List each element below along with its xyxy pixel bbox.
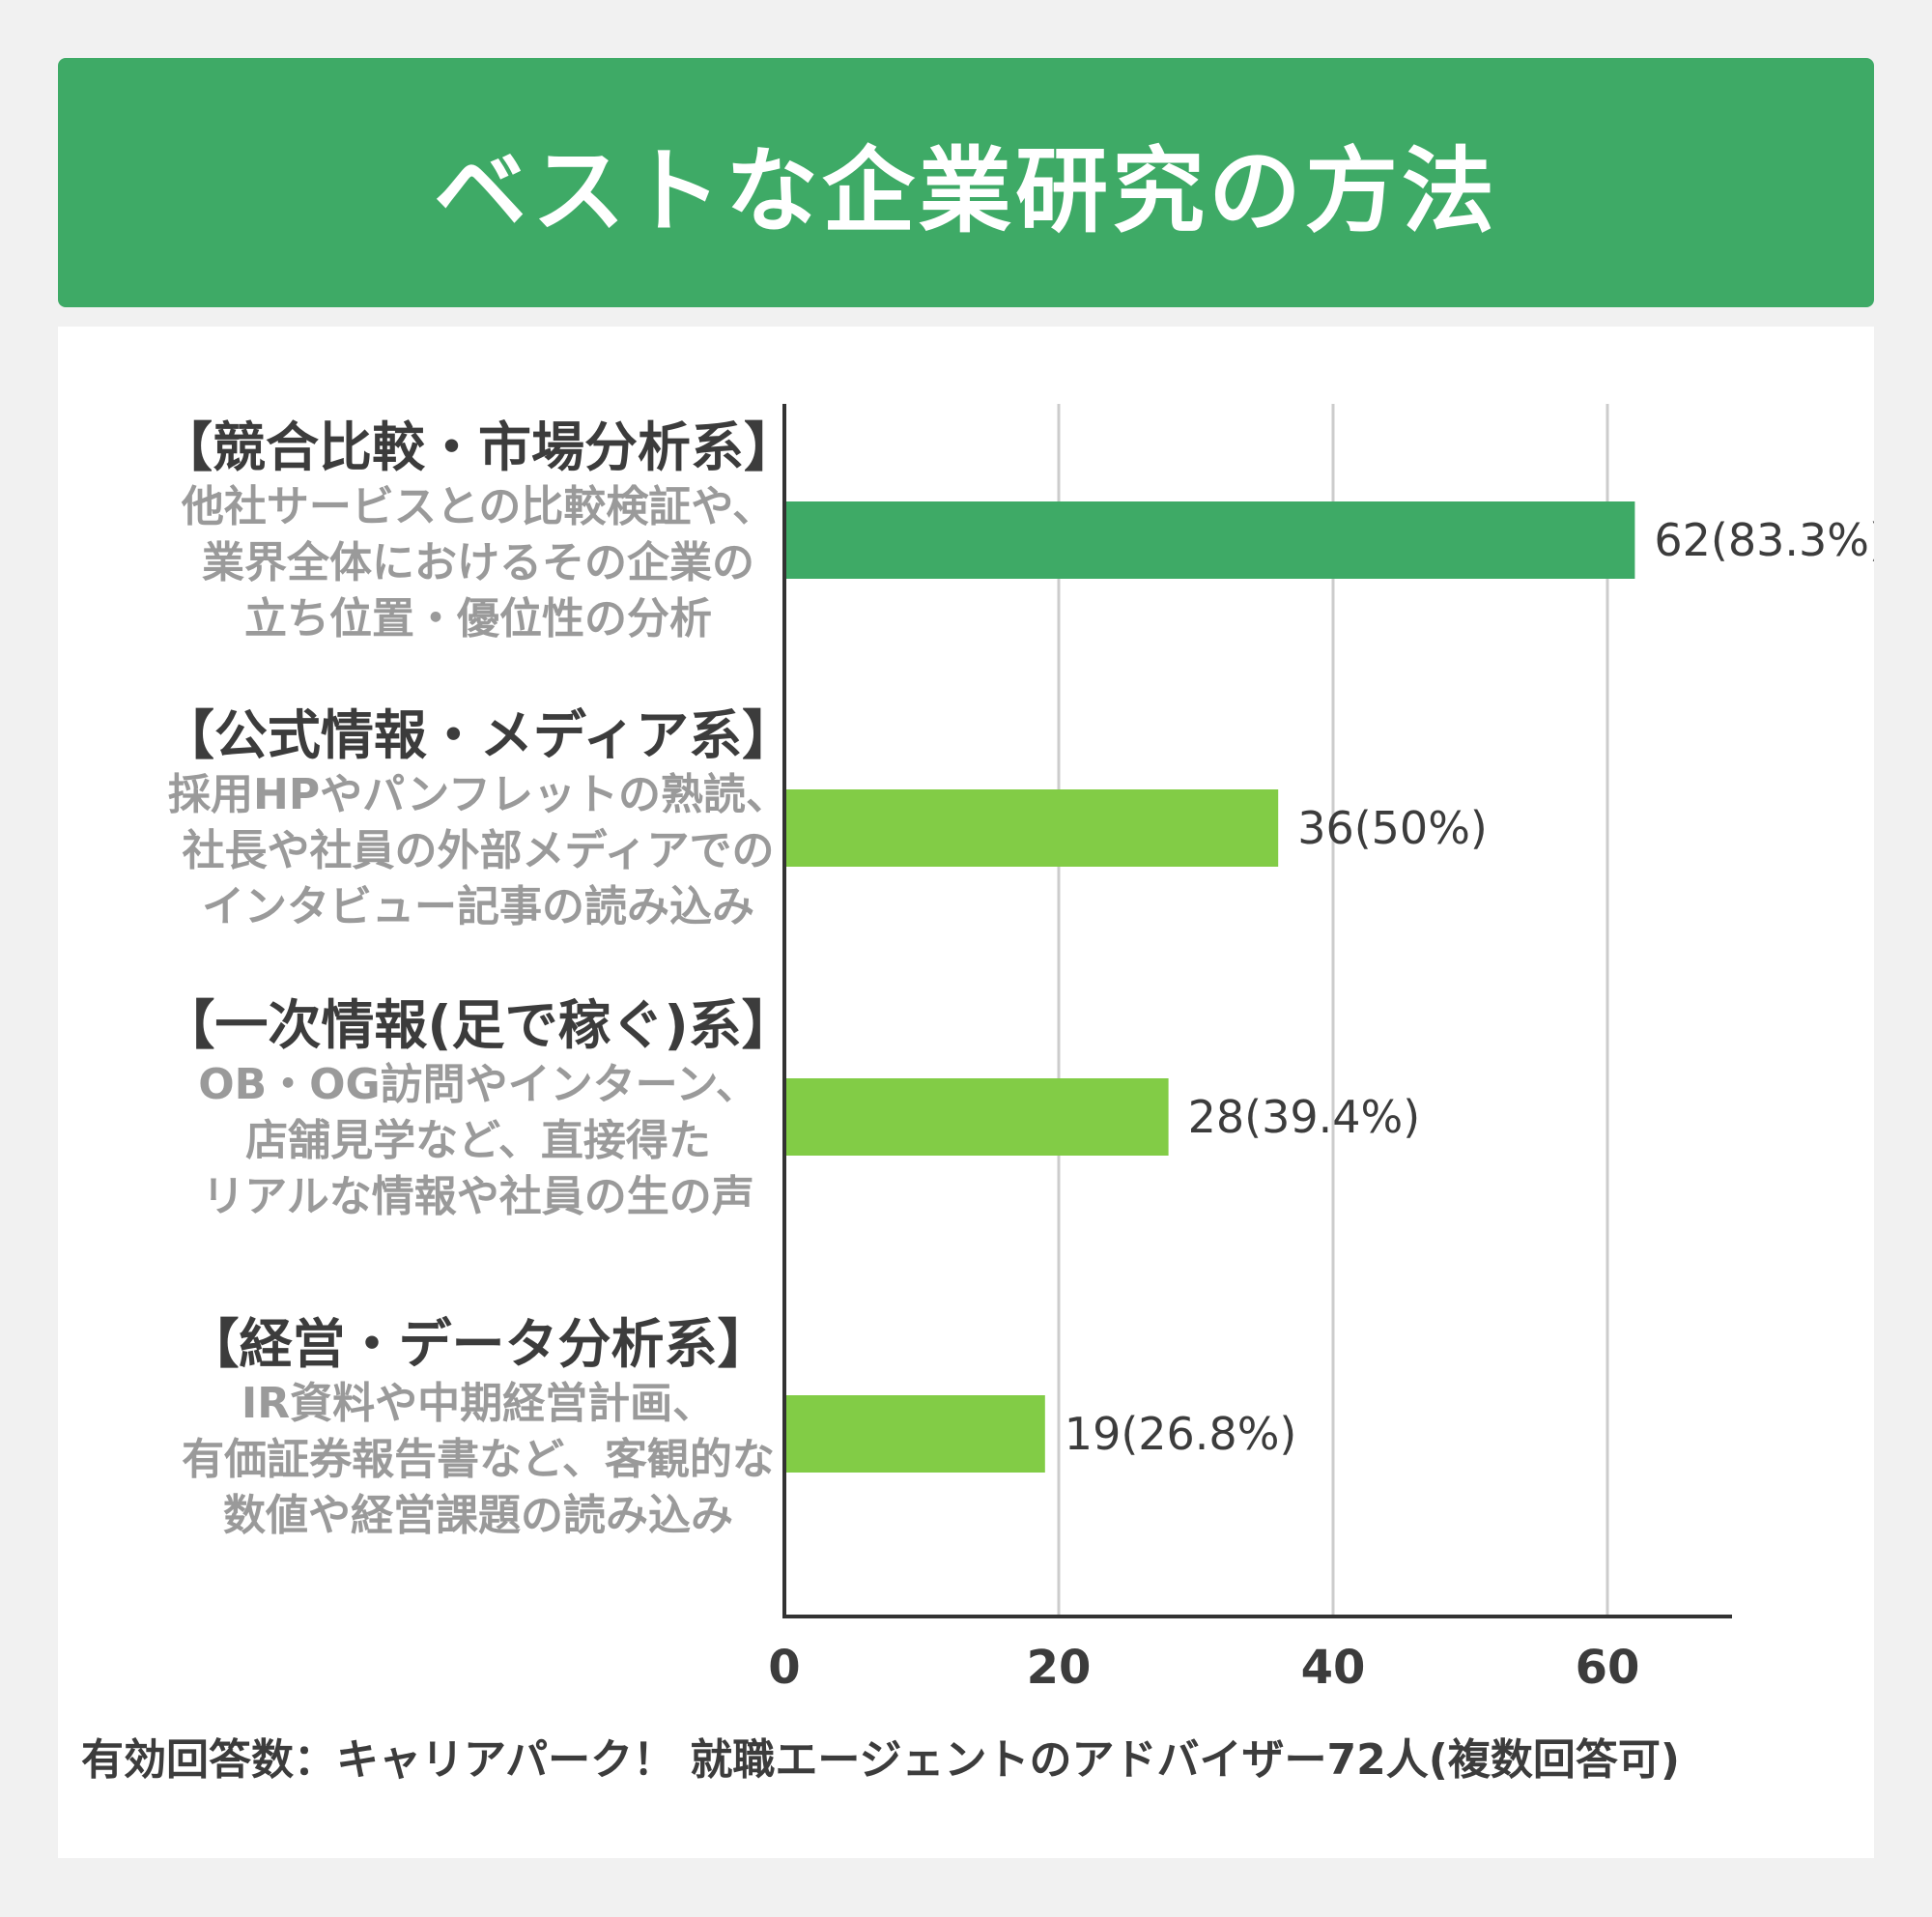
category-title: 【経営・データ分析系】 (185, 1313, 771, 1375)
category-label-1: 【競合比較・市場分析系】 他社サービスとの比較検証や、 業界全体におけるその企業… (126, 415, 831, 647)
bar-value-label: 28(39.4%) (1188, 1091, 1421, 1143)
title-banner: ベストな企業研究の方法 (58, 58, 1874, 307)
category-title: 【競合比較・市場分析系】 (158, 416, 797, 478)
bar (784, 1078, 1169, 1156)
category-label-2: 【公式情報・メディア系】 採用HPやパンフレットの熟読、 社長や社員の外部メディ… (126, 703, 831, 935)
category-title: 【一次情報(足で稼ぐ)系】 (161, 994, 795, 1056)
bar-value-label: 62(83.3%) (1654, 514, 1874, 566)
bar-chart: 62(83.3%) 36(50%) 28(39.4%) 19(26.8%) 0 20 40 6… (768, 404, 1874, 1695)
x-tick-label: 0 (768, 1641, 800, 1695)
x-tick-label: 60 (1576, 1641, 1640, 1695)
bar (784, 501, 1635, 579)
category-description: 採用HPやパンフレットの熟読、 社長や社員の外部メディアでの インタビュー記事の… (168, 770, 788, 931)
x-tick-label: 20 (1027, 1641, 1092, 1695)
category-description: 他社サービスとの比較検証や、 業界全体におけるその企業の 立ち位置・優位性の分析 (181, 482, 776, 644)
category-description: IR資料や中期経営計画、 有価証券報告書など、客観的な 数値や経営課題の読み込み (182, 1379, 775, 1540)
bar-value-label: 19(26.8%) (1065, 1408, 1297, 1460)
chart-card: 【競合比較・市場分析系】 他社サービスとの比較検証や、 業界全体におけるその企業… (58, 327, 1874, 1858)
category-label-4: 【経営・データ分析系】 IR資料や中期経営計画、 有価証券報告書など、客観的な … (126, 1312, 831, 1544)
category-description: OB・OG訪問やインターン、 店舗見学など、直接得た リアルな情報や社員の生の声 (198, 1060, 758, 1221)
x-tick-label: 40 (1301, 1641, 1366, 1695)
bar (784, 789, 1279, 867)
footnote: 有効回答数：キャリアパーク！ 就職エージェントのアドバイザー72人(複数回答可) (81, 1735, 1681, 1785)
category-label-3: 【一次情報(足で稼ぐ)系】 OB・OG訪問やインターン、 店舗見学など、直接得た… (126, 993, 831, 1225)
bar-value-label: 36(50%) (1297, 802, 1488, 854)
page-title: ベストな企業研究の方法 (434, 136, 1498, 245)
bar (784, 1395, 1045, 1473)
category-title: 【公式情報・メディア系】 (160, 704, 796, 766)
